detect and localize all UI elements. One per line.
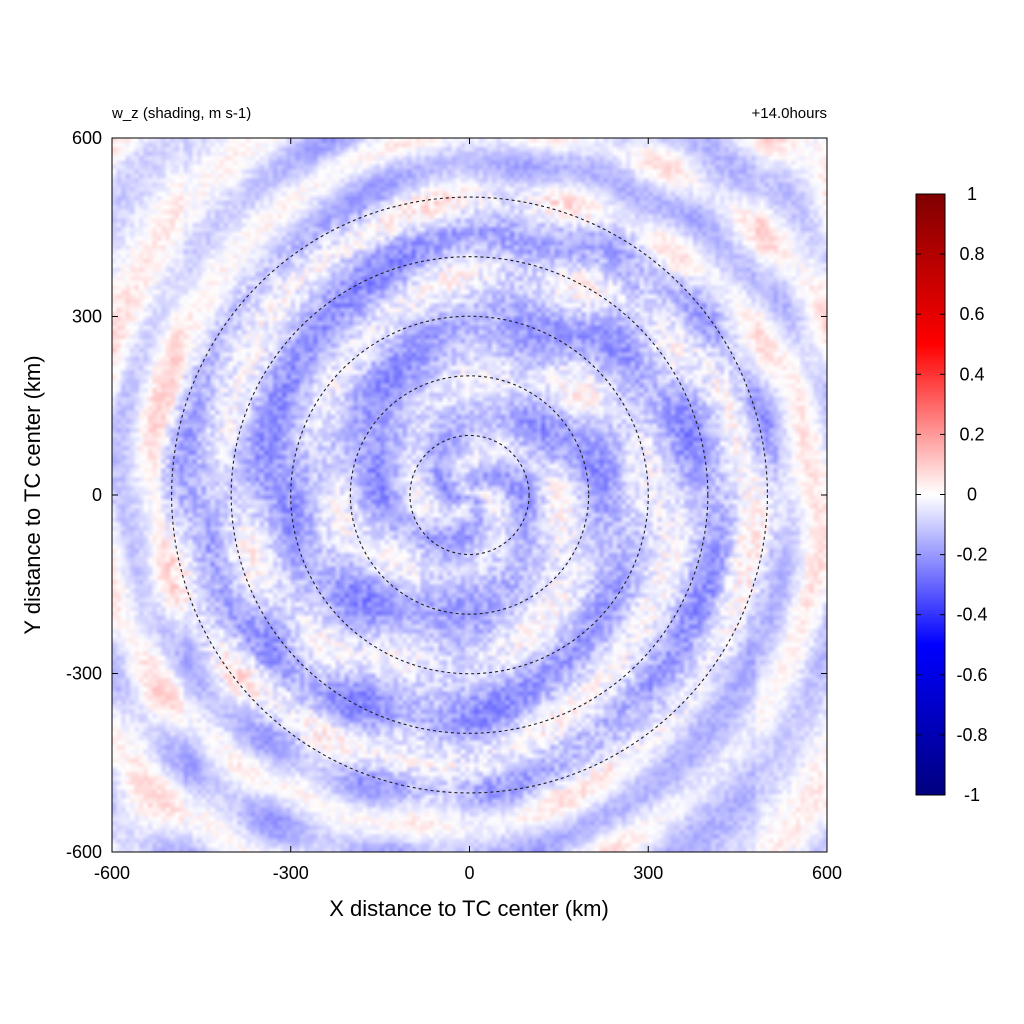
y-tick-label: 600 xyxy=(72,128,102,148)
colorbar-ticks: 1 0.8 0.6 0.4 0.2 0 -0.2 -0.4 -0.6 -0.8 -1 xyxy=(916,184,988,805)
range-ring-200 xyxy=(349,375,590,615)
colorbar-tick-label: 1 xyxy=(967,184,977,204)
y-tick-label: 0 xyxy=(92,485,102,505)
colorbar-tick-label: 0.6 xyxy=(959,304,984,324)
colorbar-tick-label: 0 xyxy=(967,485,977,505)
x-tick-label: 300 xyxy=(633,863,663,883)
x-axis-label: X distance to TC center (km) xyxy=(329,896,609,921)
range-ring-100 xyxy=(409,434,530,556)
colorbar-tick-label: 0.2 xyxy=(959,424,984,444)
heatmap-image xyxy=(112,138,827,852)
range-ring-400 xyxy=(230,256,709,734)
x-axis: -600 -300 0 300 600 xyxy=(94,138,842,883)
y-tick-label: 300 xyxy=(72,307,102,327)
x-tick-label: -600 xyxy=(94,863,130,883)
chart-title-right: +14.0hours xyxy=(752,105,827,122)
colorbar-tick-label: -0.2 xyxy=(956,545,987,565)
y-axis-label: Y distance to TC center (km) xyxy=(20,355,45,634)
colorbar-tick-label: -0.4 xyxy=(956,605,987,625)
y-axis: -600 -300 0 300 600 xyxy=(66,128,827,862)
chart-title-left: w_z (shading, m s-1) xyxy=(111,105,251,122)
colorbar-tick-label: -1 xyxy=(964,785,980,805)
colorbar-tick-label: 0.8 xyxy=(959,244,984,264)
x-tick-label: 600 xyxy=(812,863,842,883)
x-tick-label: -300 xyxy=(273,863,309,883)
colorbar-tick-label: 0.4 xyxy=(959,364,984,384)
y-tick-label: -600 xyxy=(66,842,102,862)
colorbar-tick-label: -0.8 xyxy=(956,725,987,745)
range-rings xyxy=(171,196,768,794)
heatmap-field xyxy=(112,138,827,852)
range-ring-300 xyxy=(290,315,649,675)
range-ring-500 xyxy=(171,196,768,794)
x-tick-label: 0 xyxy=(464,863,474,883)
y-tick-label: -300 xyxy=(66,664,102,684)
colorbar-tick-label: -0.6 xyxy=(956,665,987,685)
